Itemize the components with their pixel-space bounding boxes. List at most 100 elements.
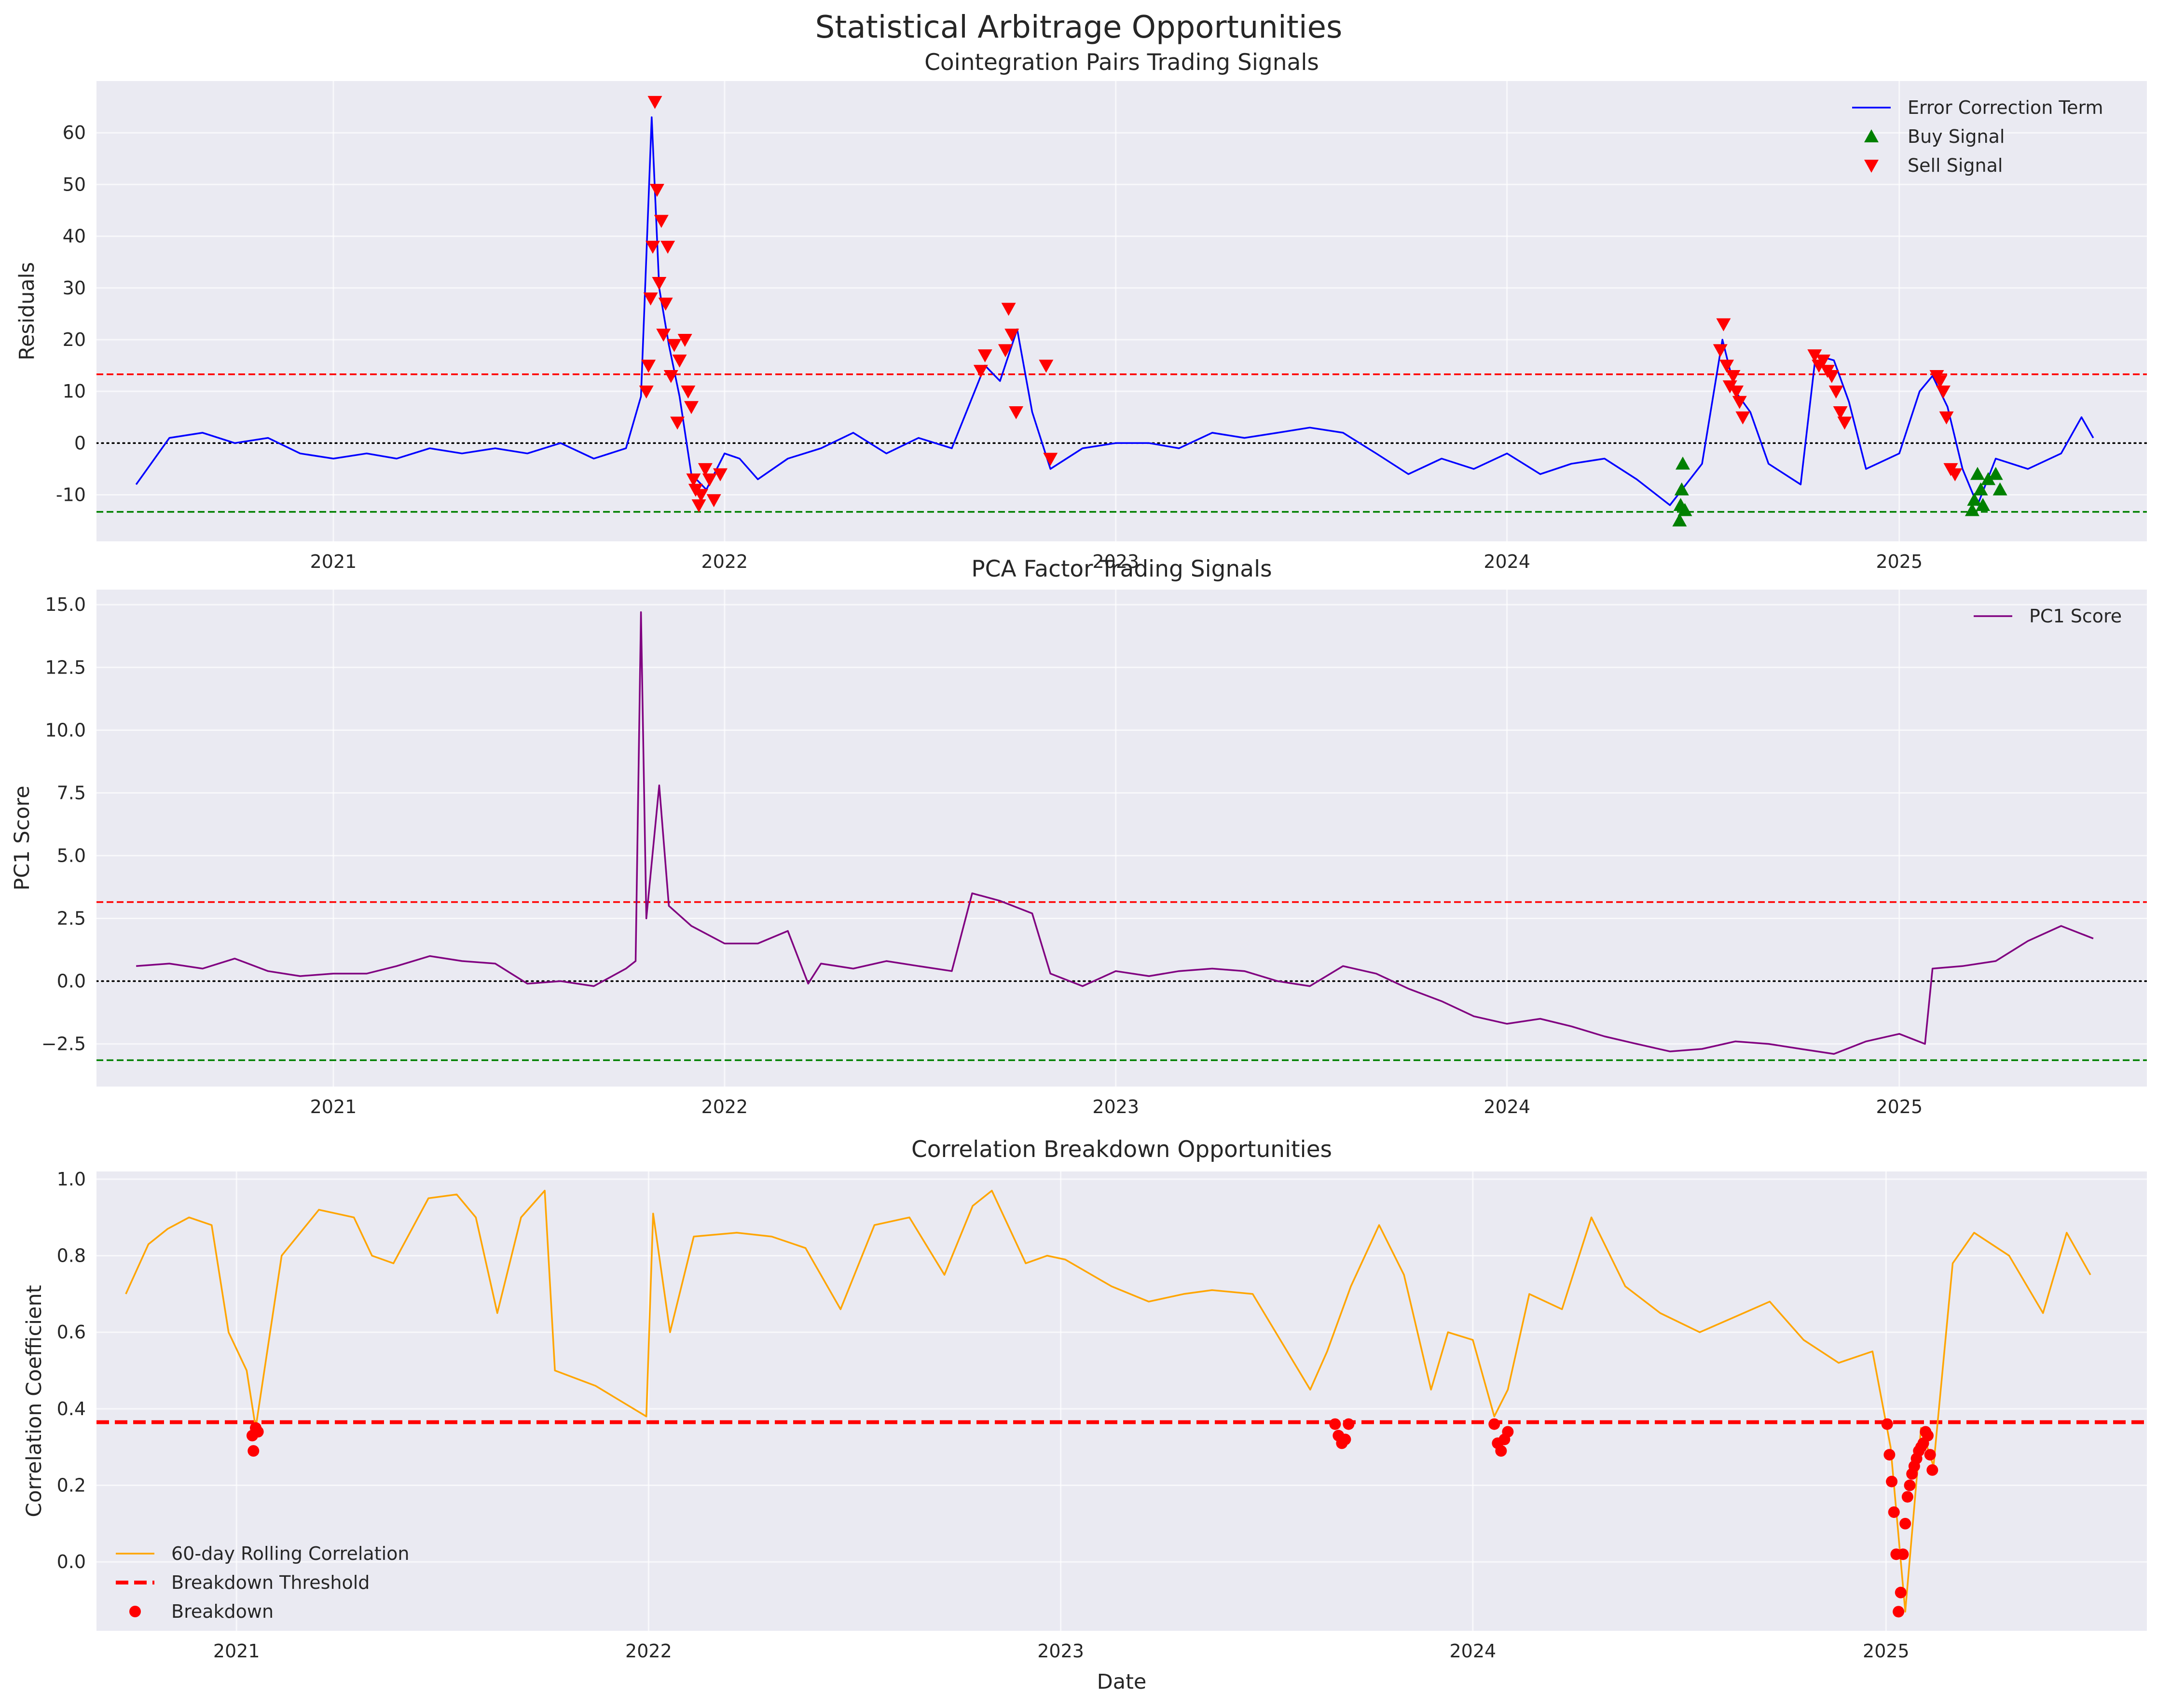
x-tick-label: 2022 [625,1640,672,1662]
breakdown-point [1888,1506,1900,1518]
x-tick-label: 2023 [1092,551,1139,572]
sell-signal-marker [658,297,673,311]
sell-signal-marker [681,386,696,399]
y-tick-label: 60 [63,122,86,143]
buy-signal-marker [1965,503,1979,516]
sell-signal-marker [698,463,713,476]
series-line [136,611,2094,1055]
sell-signal-marker [706,494,721,508]
sell-signal-marker [1837,416,1852,430]
legend-item: Buy Signal [1864,126,2005,147]
breakdown-point [1881,1418,1893,1430]
chart-panel-3: 0.0 0.2 0.4 0.6 0.8 1.0 2021 2022 2023 2024 2025 Co… [22,1136,2147,1694]
buy-signal-marker [1677,503,1692,516]
y-tick-label: −2.5 [41,1033,86,1055]
y-tick-label: 0 [74,432,86,454]
x-tick-label: 2024 [1449,1640,1496,1662]
y-tick-label: 0.8 [57,1245,86,1267]
sell-signal-marker [713,468,728,482]
sell-signal-marker [686,473,701,487]
sell-signal-marker [684,401,699,414]
buy-signal-marker [1970,467,1985,480]
breakdown-point [1897,1548,1909,1560]
breakdown-point [1339,1433,1351,1446]
breakdown-point [1899,1517,1911,1529]
breakdown-point [1495,1445,1507,1457]
chart-panel-2: −2.5 0.0 2.5 5.0 7.5 10.0 12.5 15.0 2021 2022 2023… [10,556,2147,1117]
breakdown-point [1883,1449,1896,1461]
sell-signal-marker [641,359,656,373]
y-axis-label: PC1 Score [10,785,34,890]
panels: -10 0 10 20 30 40 50 60 2021 2022 2023 2024 2025 Coin… [10,49,2147,1694]
x-tick-label: 2021 [310,1096,357,1117]
sell-signal-marker [1933,375,1948,388]
y-tick-label: 0.0 [57,971,86,992]
sell-signal-marker [1732,396,1747,409]
y-tick-label: 0.2 [57,1475,86,1496]
breakdown-point [1926,1464,1938,1476]
y-tick-label: 20 [63,329,86,350]
sell-signal-marker [1004,329,1019,342]
sell-signal-marker [639,386,654,399]
legend-label: Sell Signal [1908,155,2003,176]
legend-item: Error Correction Term [1852,97,2103,118]
chart-title: Correlation Breakdown Opportunities [911,1136,1332,1163]
y-tick-label: -10 [56,484,86,506]
breakdown-point [1901,1491,1913,1503]
breakdown-point [1922,1430,1934,1442]
buy-signal-marker [1973,482,1988,496]
legend-label: PC1 Score [2029,606,2122,627]
legend-label: Breakdown Threshold [171,1572,370,1593]
sell-signal-marker [1716,318,1731,331]
breakdown-point [1886,1475,1898,1488]
breakdown-point [1924,1449,1936,1461]
y-tick-label: 0.0 [57,1551,86,1572]
buy-signal-marker [1676,456,1690,470]
sell-signal-marker [1939,411,1954,425]
breakdown-point [1329,1418,1341,1430]
buy-signal-marker [1967,493,1982,506]
buy-signal-marker [1988,467,2003,480]
y-tick-label: 15.0 [45,594,86,615]
breakdown-point [1343,1418,1355,1430]
sell-signal-marker [691,499,706,512]
legend-item: Breakdown Threshold [116,1572,370,1593]
breakdown-point [1502,1426,1514,1438]
x-tick-label: 2022 [701,551,748,572]
x-axis-label: Date [1097,1670,1147,1694]
sell-signal-marker [1001,303,1016,316]
sell-signal-marker [670,416,685,430]
sell-signal-marker [652,277,667,290]
sell-signal-marker [1824,370,1839,383]
legend: 60-day Rolling Correlation Breakdown Thre… [116,1543,409,1622]
sell-signal-marker [1043,453,1058,466]
legend-item: Sell Signal [1864,155,2003,176]
sell-signal-marker [1726,370,1741,383]
y-tick-label: 5.0 [57,845,86,866]
x-tick-label: 2024 [1484,551,1530,572]
sell-signal-marker [1729,386,1744,399]
y-tick-label: 0.6 [57,1322,86,1343]
breakdown-point [1488,1418,1500,1430]
x-tick-label: 2025 [1876,551,1923,572]
x-tick-label: 2023 [1037,1640,1084,1662]
legend-swatch [1864,160,1879,173]
legend-item: Breakdown [129,1601,274,1622]
data-layer [96,611,2147,1061]
y-axis-label: Correlation Coefficient [22,1285,46,1517]
x-tick-label: 2021 [213,1640,260,1662]
x-tick-label: 2024 [1484,1096,1530,1117]
y-tick-label: 7.5 [57,782,86,803]
buy-signal-marker [1674,482,1689,496]
x-tick-label: 2023 [1092,1096,1139,1117]
legend-label: Breakdown [171,1601,274,1622]
sell-signal-marker [702,473,717,487]
sell-signal-marker [1807,349,1822,363]
buy-signal-marker [1976,497,1991,511]
sell-signal-marker [672,354,687,368]
sell-signal-marker [656,329,671,342]
breakdown-point [1904,1479,1916,1491]
legend-label: Buy Signal [1908,126,2005,147]
y-tick-label: 50 [63,174,86,195]
